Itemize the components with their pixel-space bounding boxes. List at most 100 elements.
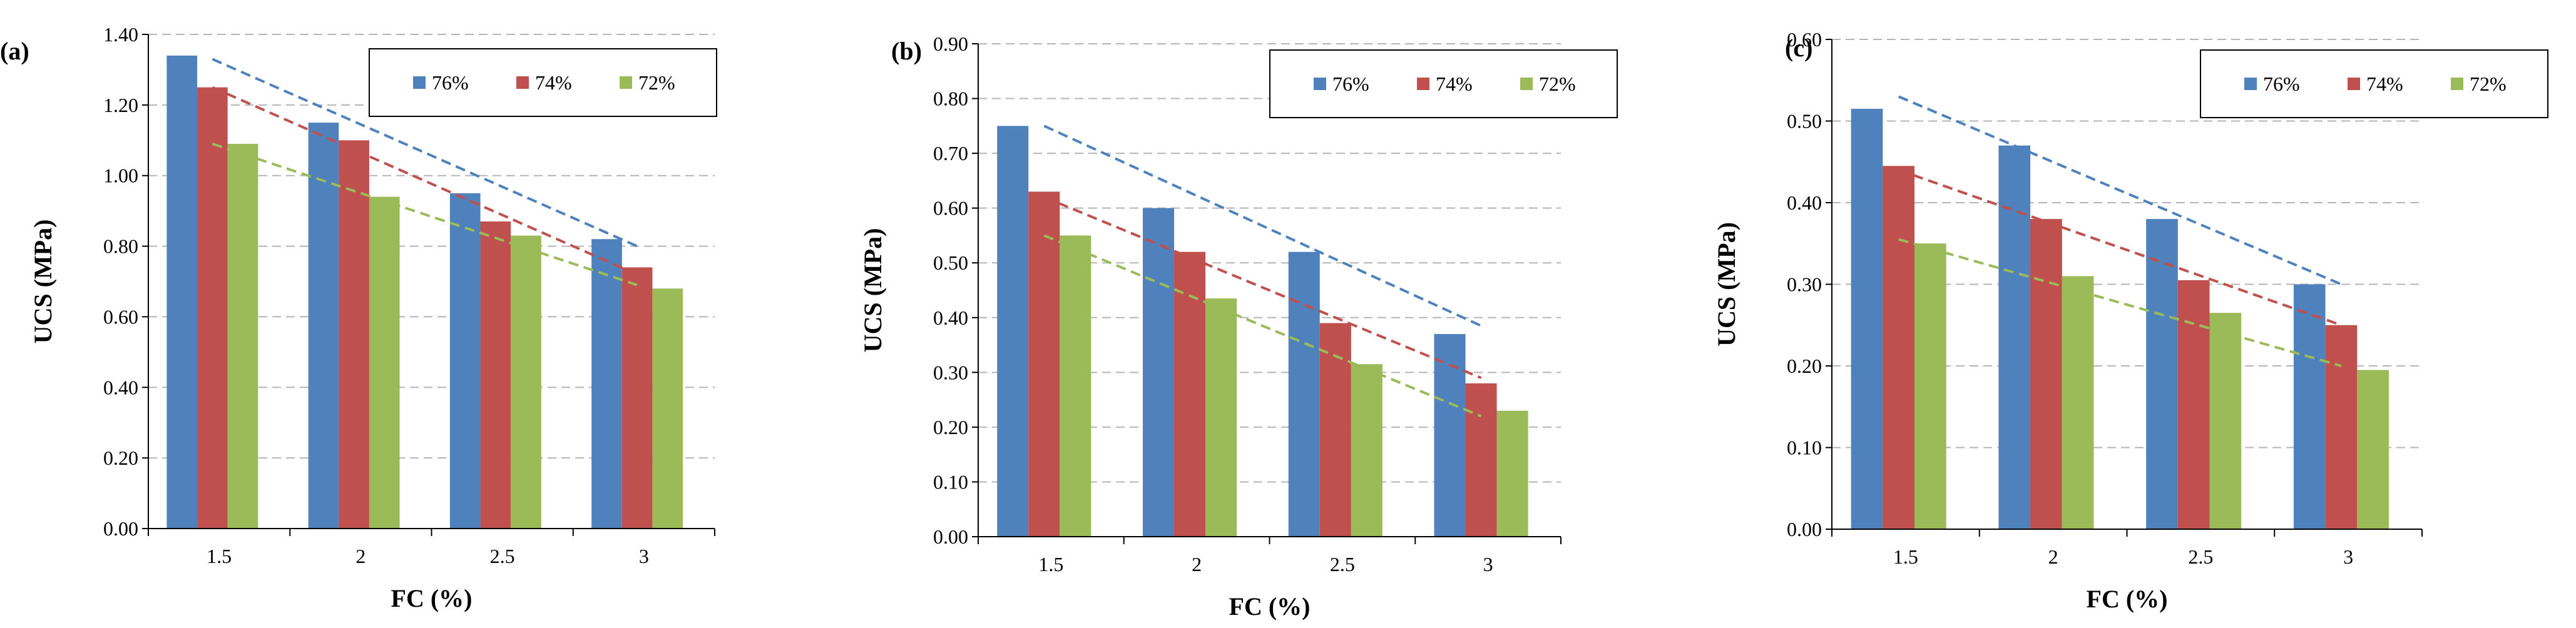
legend-swatch-74pct (1417, 78, 1429, 90)
bar-72pct-1.5 (1060, 235, 1091, 537)
y-tick-label: 0.20 (103, 447, 138, 469)
legend-swatch-76pct (1314, 78, 1326, 90)
x-tick-label: 2 (355, 545, 365, 567)
trendline-74pct (1043, 196, 1482, 379)
chart-panel-c: (c) 0.00 0.10 0.20 0.30 0.40 0.50 0.60 1.5 2 2.5 3 F… (1717, 0, 2576, 628)
legend-label-76pct: 76% (2263, 73, 2300, 95)
legend-swatch-74pct (2348, 78, 2360, 90)
bar-74pct-2 (2030, 219, 2062, 529)
x-tick-label: 2 (2048, 545, 2058, 568)
trendline-72pct (1043, 234, 1482, 418)
y-tick-label: 0.70 (933, 142, 968, 165)
bar-74pct-2 (339, 140, 369, 529)
bar-74pct-3 (621, 267, 653, 529)
bar-74pct-3 (2325, 325, 2358, 529)
legend-label-74pct: 74% (535, 71, 572, 94)
legend-box (2200, 49, 2548, 118)
legend-label-74pct: 74% (1436, 73, 1473, 95)
chart-b-svg: (b) 0.00 0.10 0.20 0.30 0.40 0.50 0.60 0.70 0.80 0… (859, 33, 1618, 620)
bar-74pct-2.5 (480, 221, 511, 529)
legend: 76% 74% 72% (369, 48, 717, 117)
bar-72pct-3 (1496, 410, 1528, 537)
x-tick-label: 1.5 (207, 545, 232, 567)
legend-swatch-74pct (516, 76, 529, 89)
legend-swatch-72pct (620, 76, 632, 89)
bar-76pct-2.5 (2146, 219, 2178, 529)
legend-swatch-72pct (2451, 78, 2463, 90)
x-tick-label: 2.5 (1330, 553, 1355, 575)
y-tick-label: 1.20 (103, 94, 138, 116)
y-tick-label: 0.60 (103, 305, 138, 328)
y-axis-title: UCS (MPa) (859, 228, 887, 353)
y-tick-label: 0.30 (933, 361, 968, 383)
y-axis-title: UCS (MPa) (1717, 222, 1740, 347)
y-tick-label: 0.30 (1787, 273, 1822, 296)
x-tick-label: 2.5 (490, 545, 515, 567)
bar-76pct-2.5 (449, 193, 481, 529)
y-tick-label: 0.10 (933, 470, 968, 493)
chart-panel-a: (a) 0.00 0.20 0.40 0.60 0.80 1.00 1.20 1.40 1.5 2 2… (0, 0, 859, 628)
x-tick-label: 3 (639, 545, 649, 567)
y-tick-label: 0.40 (103, 376, 138, 398)
chart-panel-b: (b) 0.00 0.10 0.20 0.30 0.40 0.50 0.60 0.70 0.80 0… (859, 0, 1717, 628)
y-tick-label: 0.50 (933, 251, 968, 274)
y-axis-title: UCS (MPa) (29, 220, 57, 344)
legend-box (369, 48, 717, 117)
y-tick-label: 0.20 (1787, 355, 1822, 377)
x-tick-label: 2 (1192, 553, 1202, 575)
legend-label-76pct: 76% (1332, 73, 1369, 95)
bar-74pct-2 (1174, 251, 1206, 537)
legend-swatch-72pct (1520, 78, 1533, 90)
bar-72pct-2 (1205, 298, 1237, 537)
legend-label-72pct: 72% (638, 71, 675, 94)
trendline-76pct (1898, 95, 2342, 286)
y-tick-label: 0.80 (933, 88, 968, 110)
bar-76pct-3 (2293, 284, 2326, 529)
legend: 76% 74% 72% (2200, 49, 2548, 118)
bar-74pct-3 (1465, 383, 1497, 537)
bar-74pct-1.5 (1028, 191, 1060, 537)
legend-label-76pct: 76% (432, 71, 469, 94)
legend-label-72pct: 72% (2470, 73, 2507, 95)
legend-label-74pct: 74% (2366, 73, 2403, 95)
bar-72pct-2 (369, 196, 400, 529)
y-tick-label: 1.00 (103, 165, 138, 187)
bar-74pct-2.5 (2177, 280, 2210, 529)
bar-74pct-1.5 (1883, 166, 1915, 529)
y-tick-label: 0.40 (933, 306, 968, 329)
y-tick-label: 0.90 (933, 33, 968, 55)
bar-72pct-2.5 (511, 235, 541, 529)
bar-76pct-2 (1998, 145, 2031, 529)
bar-72pct-1.5 (1914, 243, 1946, 529)
y-tick-label: 0.50 (1787, 110, 1822, 133)
bar-72pct-3 (652, 288, 683, 529)
bar-72pct-1.5 (227, 143, 258, 529)
x-axis-title: FC (%) (2087, 585, 2168, 613)
x-tick-label: 3 (1483, 553, 1493, 575)
bar-76pct-1.5 (1851, 108, 1883, 530)
y-tick-label: 1.40 (103, 23, 138, 46)
chart-a-svg: (a) 0.00 0.20 0.40 0.60 0.80 1.00 1.20 1.40 1.5 2 2… (0, 23, 717, 612)
panel-label-a: (a) (0, 37, 29, 65)
y-tick-label: 0.20 (933, 416, 968, 438)
bar-76pct-2 (308, 123, 339, 529)
x-tick-label: 1.5 (1893, 545, 1918, 568)
bar-72pct-3 (2357, 370, 2389, 529)
panel-label-b: (b) (891, 37, 922, 65)
legend-swatch-76pct (413, 76, 426, 89)
legend-box (1269, 49, 1618, 118)
legend: 76% 74% 72% (1269, 49, 1618, 118)
x-tick-label: 1.5 (1038, 553, 1063, 575)
trendline-76pct (1043, 124, 1482, 327)
y-tick-label: 0.10 (1787, 437, 1822, 459)
bar-74pct-2.5 (1319, 323, 1351, 537)
bar-72pct-2.5 (2209, 313, 2242, 529)
bar-74pct-1.5 (197, 87, 228, 529)
legend-swatch-76pct (2244, 78, 2257, 90)
bar-76pct-3 (591, 239, 622, 529)
chart-c-svg: (c) 0.00 0.10 0.20 0.30 0.40 0.50 0.60 1.5 2 2.5 3 F… (1717, 28, 2548, 613)
x-axis-title: FC (%) (391, 584, 473, 612)
y-tick-label: 0.60 (933, 197, 968, 220)
x-tick-label: 3 (2343, 545, 2353, 568)
y-tick-label: 0.40 (1787, 191, 1822, 214)
